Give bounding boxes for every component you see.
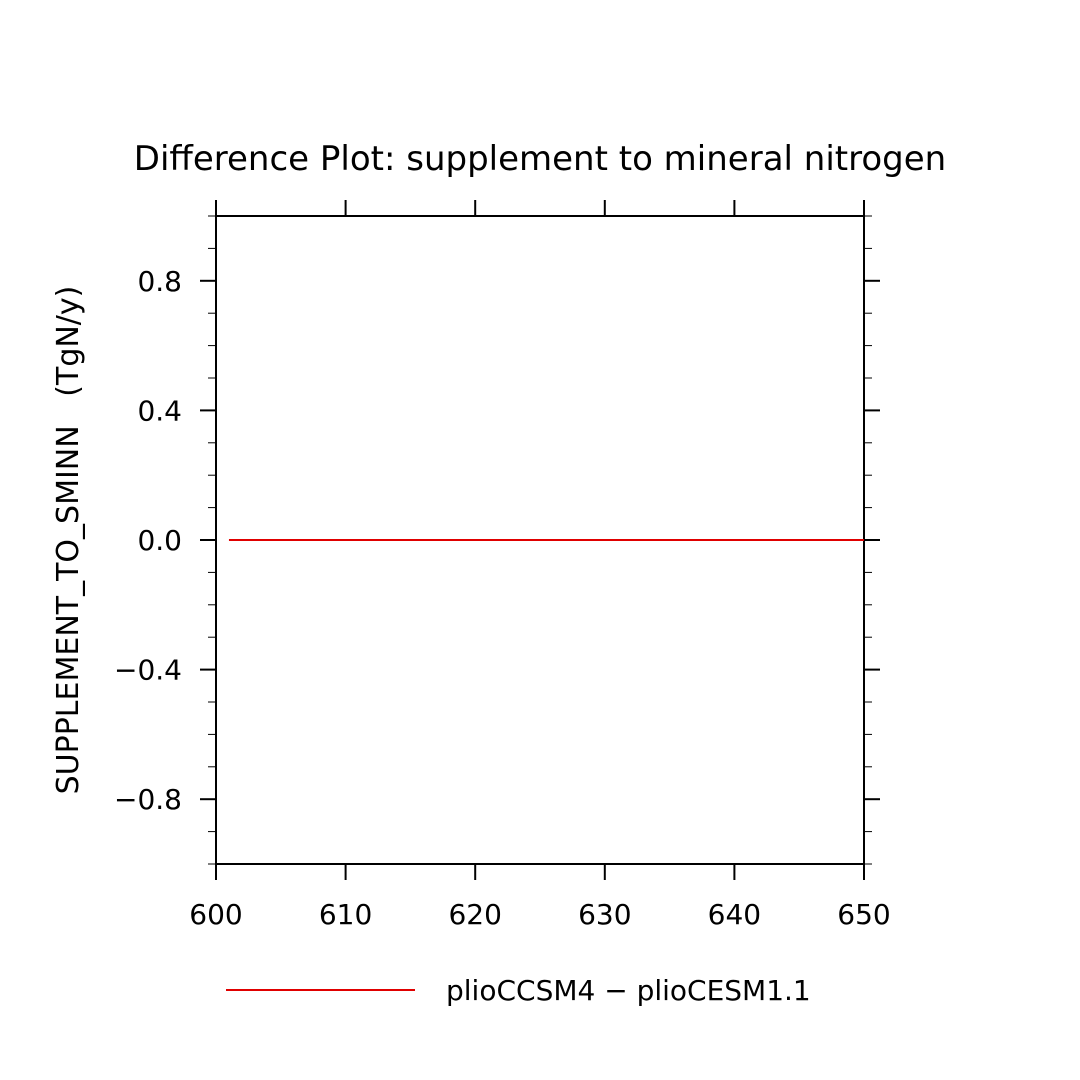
chart-title: Difference Plot: supplement to mineral n… [134,139,946,179]
legend-label: plioCCSM4 − plioCESM1.1 [446,974,811,1007]
x-tick-label: 600 [189,898,242,931]
y-tick-label: 0.4 [137,394,182,427]
x-axis: 600 610 620 630 640 650 [189,200,891,931]
y-tick-label: −0.4 [114,654,182,687]
y-axis-label: SUPPLEMENT_TO_SMINN (TgN/y) [51,286,86,795]
x-tick-label: 650 [837,898,890,931]
x-tick-label: 640 [708,898,761,931]
y-tick-label: −0.8 [114,783,182,816]
x-tick-label: 610 [319,898,372,931]
x-tick-label: 630 [578,898,631,931]
x-tick-label: 620 [448,898,501,931]
y-axis: 0.8 0.4 0.0 −0.4 −0.8 [114,215,880,865]
legend: plioCCSM4 − plioCESM1.1 [226,974,811,1007]
y-tick-label: 0.8 [137,265,182,298]
y-tick-label: 0.0 [137,524,182,557]
